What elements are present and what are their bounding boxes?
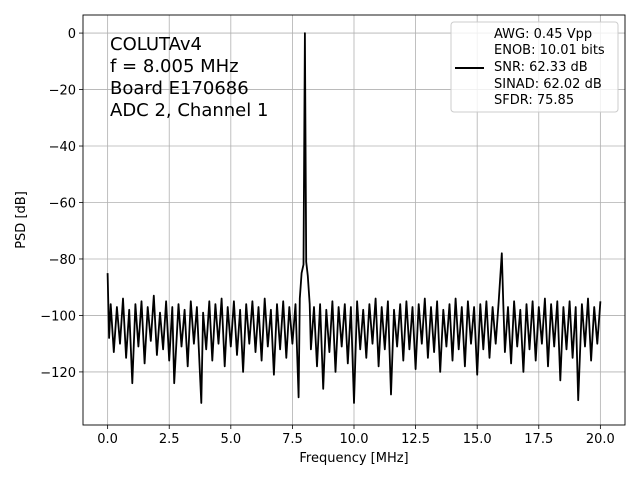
y-axis-ticks: 0 −20 −40 −60 −80 −100 −120 [40, 27, 83, 381]
x-tick-label: 20.0 [586, 432, 615, 447]
legend: AWG: 0.45 Vpp ENOB: 10.01 bits SNR: 62.3… [450, 21, 619, 113]
y-tick-label: −60 [49, 196, 76, 211]
annotation-line-1: COLUTAv4 [110, 34, 202, 55]
x-axis-label: Frequency [MHz] [299, 451, 408, 466]
annotation-line-4: ADC 2, Channel 1 [110, 100, 268, 121]
legend-awg: AWG: 0.45 Vpp [494, 27, 592, 42]
legend-snr: SNR: 62.33 dB [494, 60, 588, 75]
x-tick-label: 5.0 [220, 432, 241, 447]
x-tick-label: 17.5 [524, 432, 553, 447]
x-axis-ticks: 0.0 2.5 5.0 7.5 10.0 12.5 15.0 17.5 20.0 [97, 425, 615, 447]
y-tick-label: −40 [49, 140, 76, 155]
legend-sfdr: SFDR: 75.85 [494, 93, 574, 108]
y-tick-label: −20 [49, 84, 76, 99]
x-tick-label: 15.0 [463, 432, 492, 447]
x-tick-label: 10.0 [340, 432, 369, 447]
annotation: COLUTAv4 f = 8.005 MHz Board E170686 ADC… [110, 34, 268, 121]
y-tick-label: −80 [49, 253, 76, 268]
annotation-line-2: f = 8.005 MHz [110, 56, 239, 77]
y-tick-label: 0 [68, 27, 76, 42]
x-tick-label: 2.5 [159, 432, 180, 447]
y-tick-label: −120 [40, 366, 76, 381]
legend-sinad: SINAD: 62.02 dB [494, 77, 602, 92]
x-tick-label: 12.5 [401, 432, 430, 447]
y-axis-label: PSD [dB] [14, 191, 29, 249]
legend-box [450, 21, 619, 113]
legend-enob: ENOB: 10.01 bits [494, 43, 605, 58]
x-tick-label: 0.0 [97, 432, 118, 447]
y-tick-label: −100 [40, 309, 76, 324]
annotation-line-3: Board E170686 [110, 78, 249, 99]
x-tick-label: 7.5 [282, 432, 303, 447]
grid [83, 15, 625, 425]
psd-series-line [106, 32, 602, 404]
